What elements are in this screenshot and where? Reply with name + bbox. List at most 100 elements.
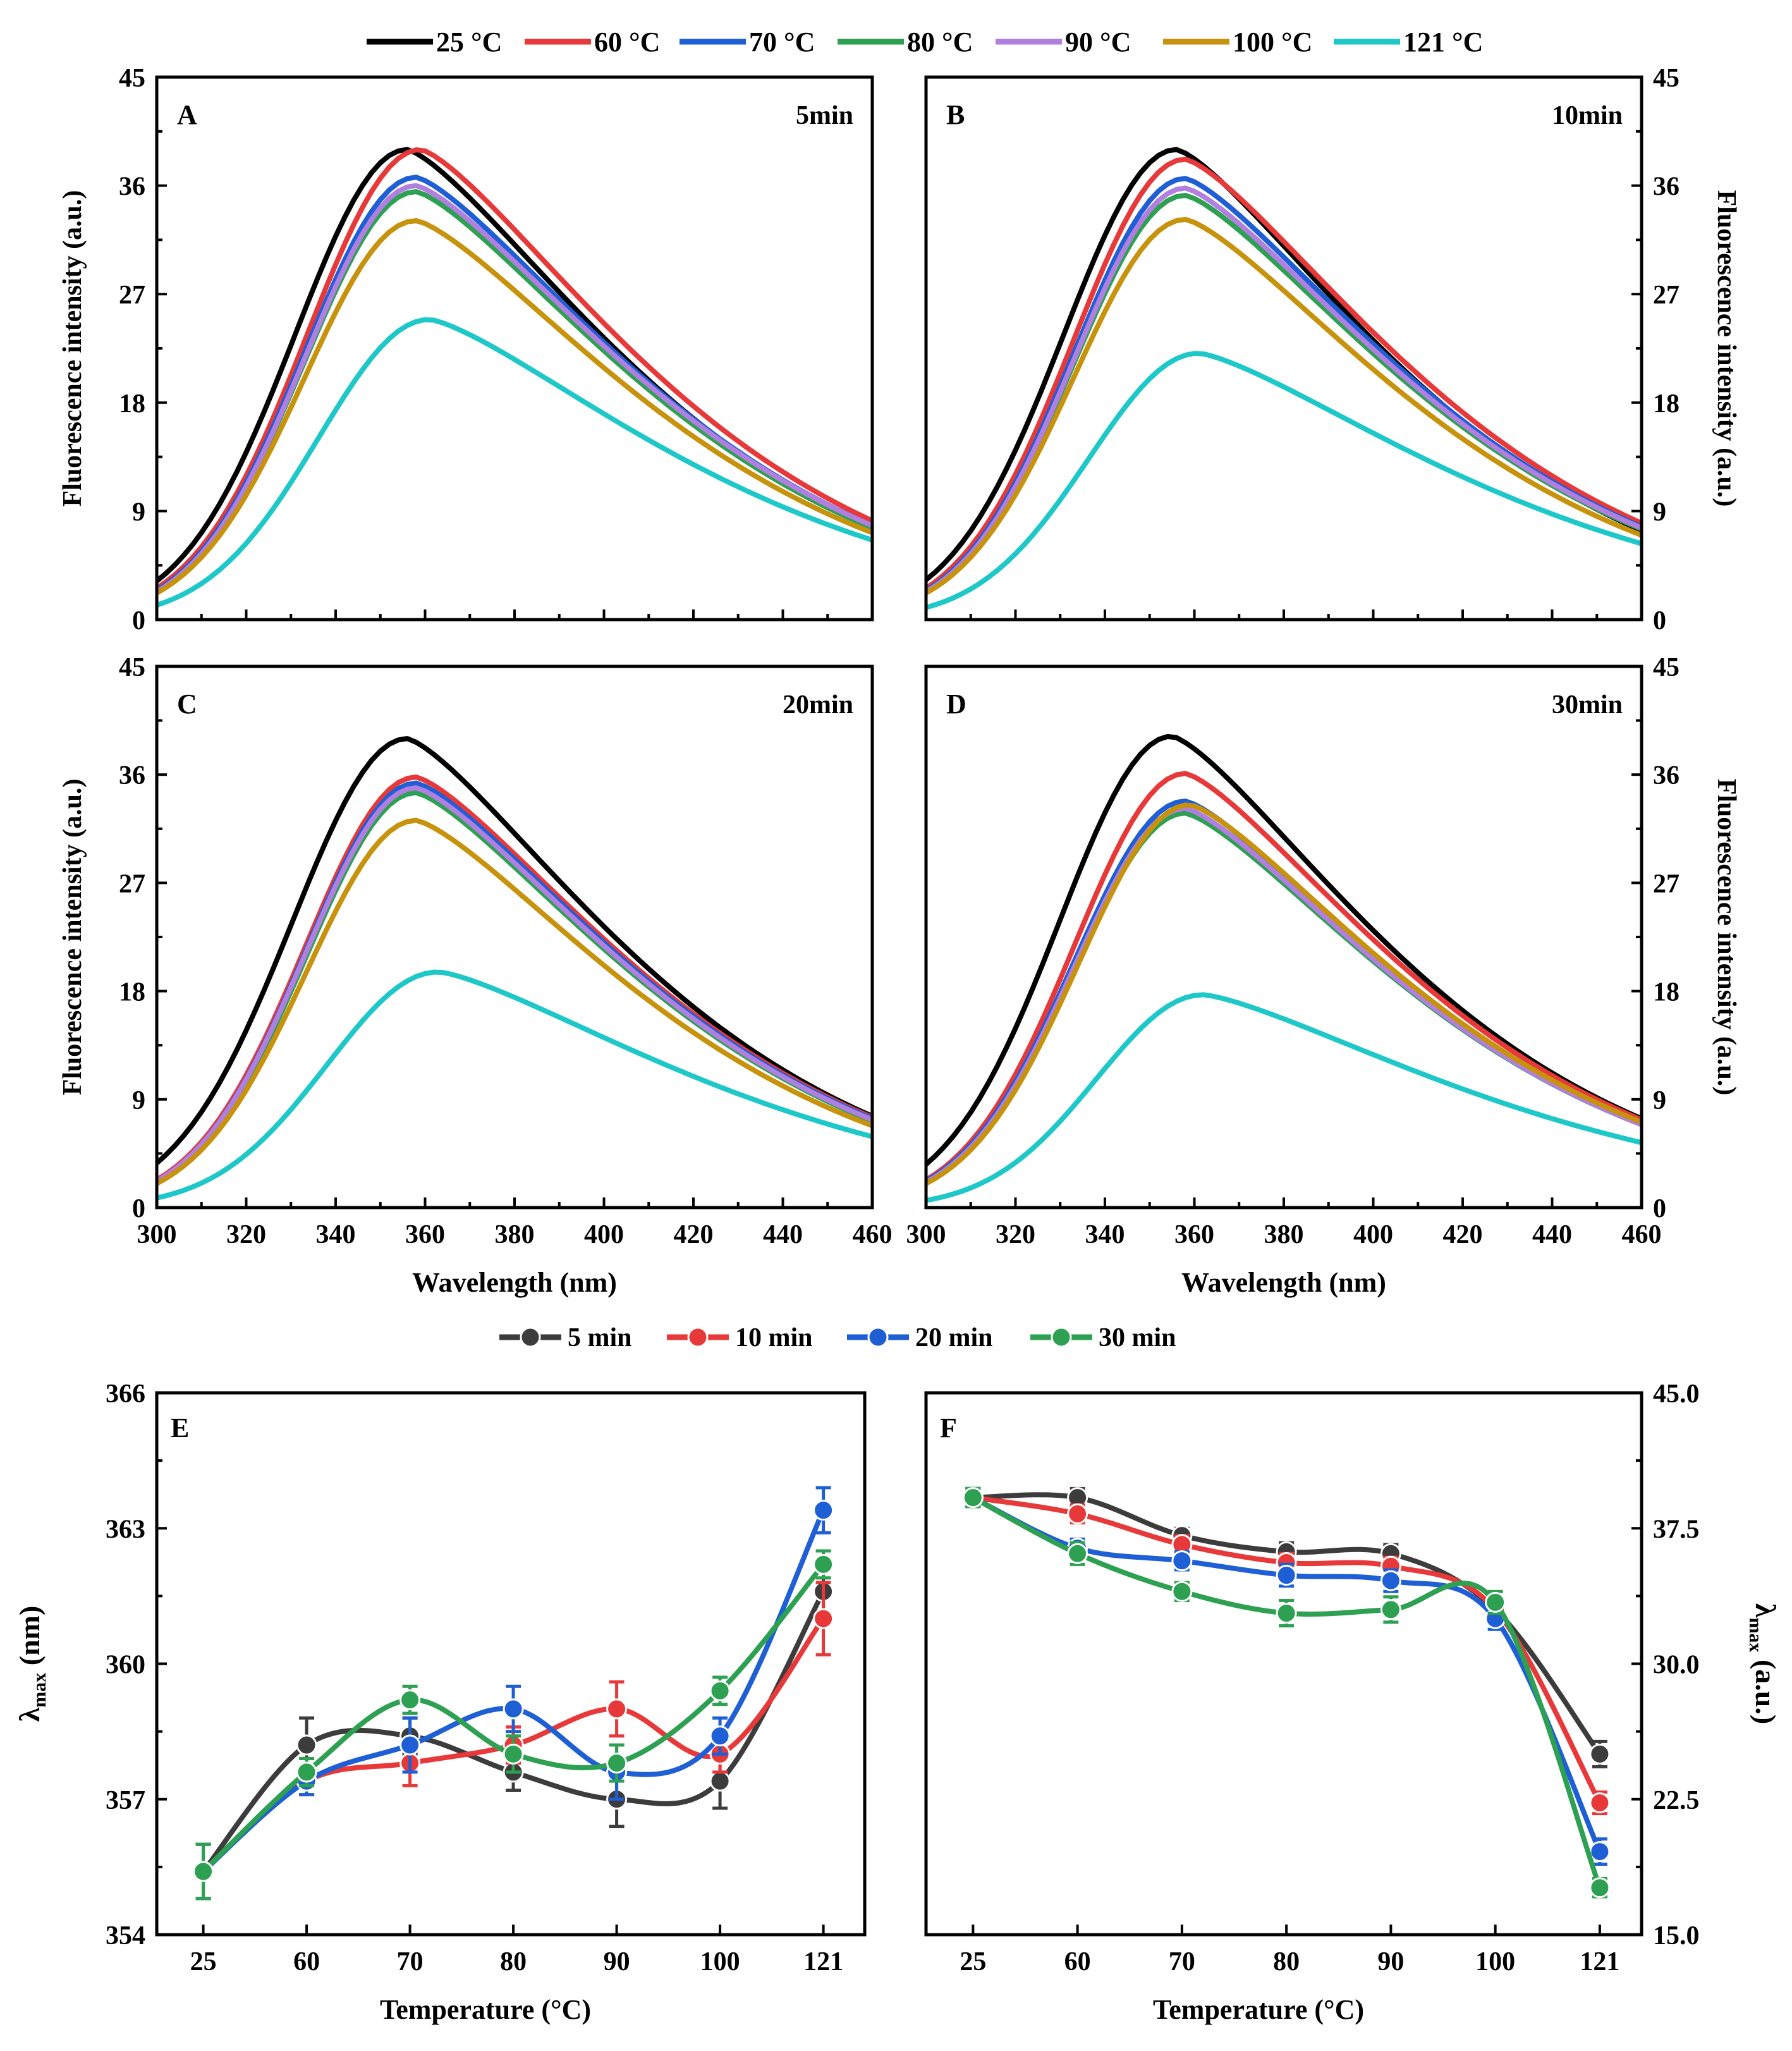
legend-mid-label-1: 10 min [735, 1323, 813, 1352]
data-point [296, 1761, 317, 1783]
x-tick-label: 25 [960, 1947, 986, 1976]
series-D-5 [926, 802, 1642, 1186]
panel-D: 0 9 18 27 36 45 300 320 340 360 380 400 420 440 460 Wav… [906, 653, 1741, 1298]
legend-label-0: 25 °C [436, 27, 502, 58]
data-point [1485, 1591, 1506, 1613]
series-D-4 [926, 805, 1642, 1185]
y-tick-label: 36 [119, 761, 145, 790]
data-point [503, 1698, 524, 1720]
y-axis-label: λmax (a.u.) [1745, 1603, 1782, 1724]
series-C-5 [157, 817, 872, 1186]
x-axis-label: Wavelength (nm) [412, 1267, 617, 1298]
series-A-1 [157, 147, 872, 591]
y-tick-label: 9 [132, 498, 145, 527]
x-tick-label: 340 [316, 1220, 356, 1249]
x-tick-label: 70 [397, 1947, 424, 1976]
data-point [962, 1487, 984, 1509]
x-axis-label: Wavelength (nm) [1181, 1267, 1386, 1298]
data-point [503, 1743, 524, 1765]
panel-letter: E [171, 1412, 189, 1443]
x-tick-label: 90 [1377, 1947, 1404, 1976]
series-D-1 [926, 771, 1642, 1182]
y-tick-label: 18 [1653, 389, 1679, 419]
curves-D [926, 733, 1642, 1203]
data-point [1067, 1503, 1088, 1524]
panel-F: 15.0 22.5 30.0 37.5 45.0 25 60 70 80 90 100 121 Temp… [924, 1380, 1782, 2025]
series-B-4 [926, 185, 1642, 594]
panel-letter: F [940, 1412, 957, 1443]
y-tick-label: 9 [132, 1086, 145, 1115]
x-tick-label: 460 [1622, 1220, 1662, 1249]
y-tick-label: 0 [1653, 1194, 1666, 1223]
legend-label-6: 121 °C [1403, 27, 1483, 58]
y-tick-label: 9 [1653, 498, 1666, 527]
plot-frame [924, 75, 1643, 621]
y-tick-label: 30.0 [1653, 1651, 1700, 1680]
data-point [709, 1770, 731, 1792]
data-point [709, 1725, 731, 1747]
y-tick-label: 18 [1653, 978, 1679, 1007]
data-point [1067, 1543, 1088, 1564]
panel-letter: D [946, 689, 966, 719]
data-point [813, 1500, 834, 1521]
curves-C [157, 736, 872, 1201]
y-tick-label: 363 [106, 1515, 145, 1544]
data-point [399, 1734, 421, 1756]
y-axis-label: λmax (nm) [13, 1606, 50, 1722]
plot-frame [924, 1391, 1643, 1937]
series-B-0 [926, 147, 1642, 582]
series-A-6 [157, 317, 872, 608]
x-tick-label: 300 [137, 1220, 177, 1249]
data-point [813, 1608, 834, 1629]
series-D-6 [926, 992, 1642, 1203]
data-point [193, 1861, 214, 1882]
y-tick-label: 0 [132, 606, 145, 635]
series-A-0 [157, 147, 872, 584]
y-label-main: λ [13, 1707, 46, 1722]
data-point [1171, 1581, 1193, 1602]
series-D-0 [926, 733, 1642, 1166]
legend-mid-label-3: 30 min [1099, 1323, 1176, 1352]
x-tick-label: 400 [1353, 1220, 1393, 1249]
legend-mid: 5 min 10 min 20 min 30 min [499, 1323, 1176, 1352]
legend-label-3: 80 °C [907, 27, 973, 58]
data-point [1276, 1565, 1297, 1586]
x-tick-label: 320 [996, 1220, 1035, 1249]
x-tick-label: 80 [1273, 1947, 1300, 1976]
y-axis-label: Fluorescence intensity (a.u.) [1712, 779, 1741, 1096]
x-tick-label: 70 [1169, 1947, 1195, 1976]
y-tick-label: 0 [1653, 606, 1666, 635]
x-tick-label: 60 [293, 1947, 320, 1976]
panel-A: 0 9 18 27 36 45 A 5min Fluorescence intensity (a… [58, 64, 874, 635]
data-point [399, 1689, 421, 1711]
data-point [606, 1698, 628, 1720]
panels: 0 9 18 27 36 45 A 5min Fluorescence intensity (a… [13, 64, 1782, 2025]
legend-label-1: 60 °C [594, 27, 660, 58]
x-tick-label: 360 [405, 1220, 445, 1249]
y-tick-label: 9 [1653, 1086, 1666, 1115]
y-tick-label: 36 [1653, 761, 1679, 790]
x-tick-label: 60 [1064, 1947, 1091, 1976]
series-A-4 [157, 183, 872, 594]
panel-annotation: 30min [1552, 690, 1623, 719]
x-tick-label: 460 [853, 1220, 893, 1249]
series-A-5 [157, 217, 872, 596]
data-point [1589, 1792, 1611, 1813]
series-A-3 [157, 189, 872, 594]
y-tick-label: 360 [106, 1651, 145, 1680]
series-B-5 [926, 217, 1642, 596]
y-label-sub: max [29, 1673, 50, 1708]
series-B-6 [926, 351, 1642, 610]
y-tick-label: 22.5 [1653, 1786, 1700, 1815]
series-C-0 [157, 736, 872, 1165]
y-tick-label: 45 [1653, 64, 1679, 93]
plot-frame [155, 75, 874, 621]
curves-A [157, 147, 872, 608]
x-tick-label: 25 [190, 1947, 217, 1976]
panel-E: 354 357 360 363 366 25 60 70 80 90 100 121 Temperatu… [13, 1380, 867, 2025]
legend-mid-marker-2 [867, 1326, 889, 1348]
y-tick-label: 354 [106, 1921, 145, 1950]
plot-frame [924, 664, 1643, 1209]
x-axis-label: Temperature (°C) [380, 1994, 591, 2025]
data-point [1589, 1743, 1611, 1765]
